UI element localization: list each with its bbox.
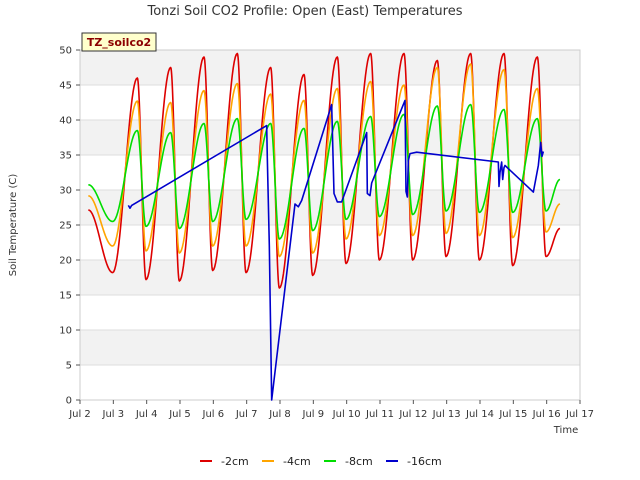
legend-label: -8cm — [345, 455, 373, 468]
y-tick-label: 50 — [59, 46, 72, 57]
x-tick-label: Jul 15 — [498, 409, 527, 420]
y-tick-label: 30 — [59, 186, 72, 197]
x-tick-label: Jul 16 — [532, 409, 561, 420]
x-tick-label: Jul 8 — [268, 409, 291, 420]
y-tick-label: 25 — [59, 221, 72, 232]
series-lines — [88, 52, 561, 401]
x-tick-label: Jul 17 — [565, 409, 594, 420]
band — [80, 330, 580, 365]
band — [80, 260, 580, 295]
chart-title: Tonzi Soil CO2 Profile: Open (East) Temp… — [146, 4, 462, 19]
y-axis-label: Soil Temperature (C) — [8, 174, 19, 277]
legend: -2cm -4cm -8cm -16cm — [200, 455, 442, 468]
x-tick-label: Jul 4 — [135, 409, 158, 420]
legend-label: -16cm — [407, 455, 442, 468]
x-tick-label: Jul 5 — [168, 409, 191, 420]
series-line-16cmcm — [127, 99, 545, 401]
x-tick-label: Jul 13 — [432, 409, 461, 420]
y-tick-label: 40 — [59, 116, 72, 127]
tz-soilco2-badge: TZ_soilco2 — [81, 32, 157, 52]
x-axis-ticks: Jul 2 Jul 3 Jul 4 Jul 5 Jul 6 Jul 7 Jul 8 Jul 9… — [68, 400, 594, 420]
x-tick-label: Jul 14 — [465, 409, 494, 420]
y-tick-label: 45 — [59, 81, 72, 92]
y-axis-ticks: 0 5 10 15 20 25 30 35 40 45 50 — [59, 46, 80, 407]
x-tick-label: Jul 10 — [332, 409, 361, 420]
y-tick-label: 15 — [59, 291, 72, 302]
x-axis-label: Time — [553, 425, 578, 436]
series-line-8cmcm — [88, 103, 561, 240]
badge-box — [81, 32, 157, 52]
x-tick-label: Jul 2 — [68, 409, 91, 420]
legend-label: -4cm — [283, 455, 311, 468]
band — [80, 50, 580, 85]
legend-label: -2cm — [221, 455, 249, 468]
x-tick-label: Jul 11 — [365, 409, 394, 420]
x-tick-label: Jul 7 — [235, 409, 258, 420]
x-tick-label: Jul 6 — [202, 409, 225, 420]
y-tick-label: 20 — [59, 256, 72, 267]
y-tick-label: 35 — [59, 151, 72, 162]
y-tick-label: 5 — [66, 361, 72, 372]
x-tick-label: Jul 9 — [302, 409, 325, 420]
band — [80, 190, 580, 225]
badge-label: TZ_soilco2 — [87, 36, 151, 49]
y-tick-label: 0 — [66, 396, 72, 407]
x-tick-label: Jul 3 — [102, 409, 125, 420]
series-line-4cmcm — [88, 63, 561, 258]
y-tick-label: 10 — [59, 326, 72, 337]
x-tick-label: Jul 12 — [398, 409, 427, 420]
